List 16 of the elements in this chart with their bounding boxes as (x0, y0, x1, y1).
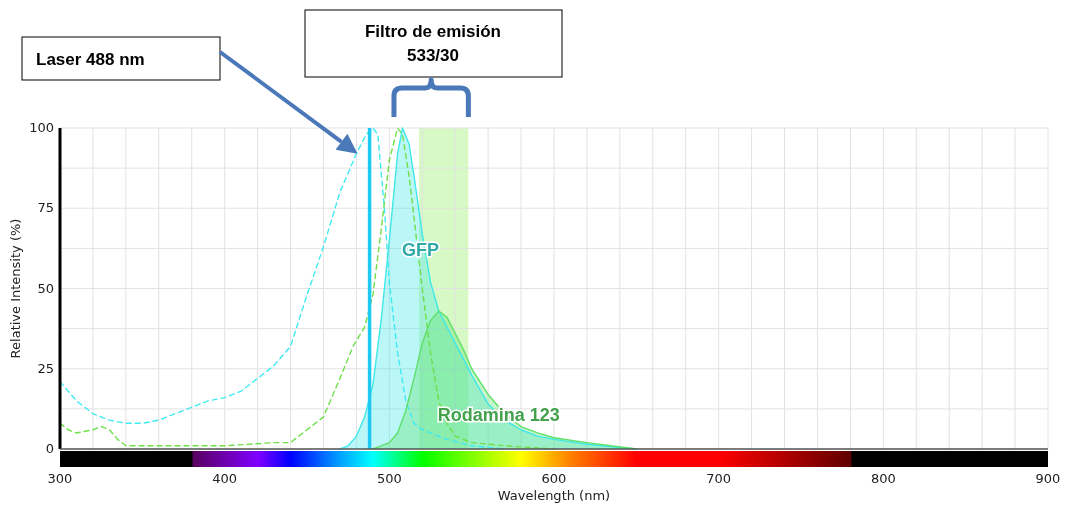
x-tick-label: 600 (541, 471, 567, 486)
x-tick-label: 400 (212, 471, 238, 486)
text: Filtro de emisión 533/30 (364, 22, 502, 65)
y-tick-label: 25 (37, 360, 54, 376)
x-tick-label: 800 (870, 471, 896, 486)
y-axis-title: Relative Intensity (%) (8, 218, 23, 359)
y-tick-label: 50 (37, 280, 54, 296)
x-tick-label: 500 (376, 471, 402, 486)
x-axis-title: Wavelength (nm) (497, 488, 611, 503)
y-tick-label: 0 (45, 441, 54, 456)
y-tick-label: 75 (37, 200, 54, 216)
x-tick-label: 700 (706, 471, 732, 486)
text: Laser 488 nm (36, 49, 145, 69)
x-tick-label: 900 (1035, 471, 1061, 486)
y-tick-label: 100 (29, 120, 54, 135)
x-tick-label: 300 (47, 471, 73, 486)
